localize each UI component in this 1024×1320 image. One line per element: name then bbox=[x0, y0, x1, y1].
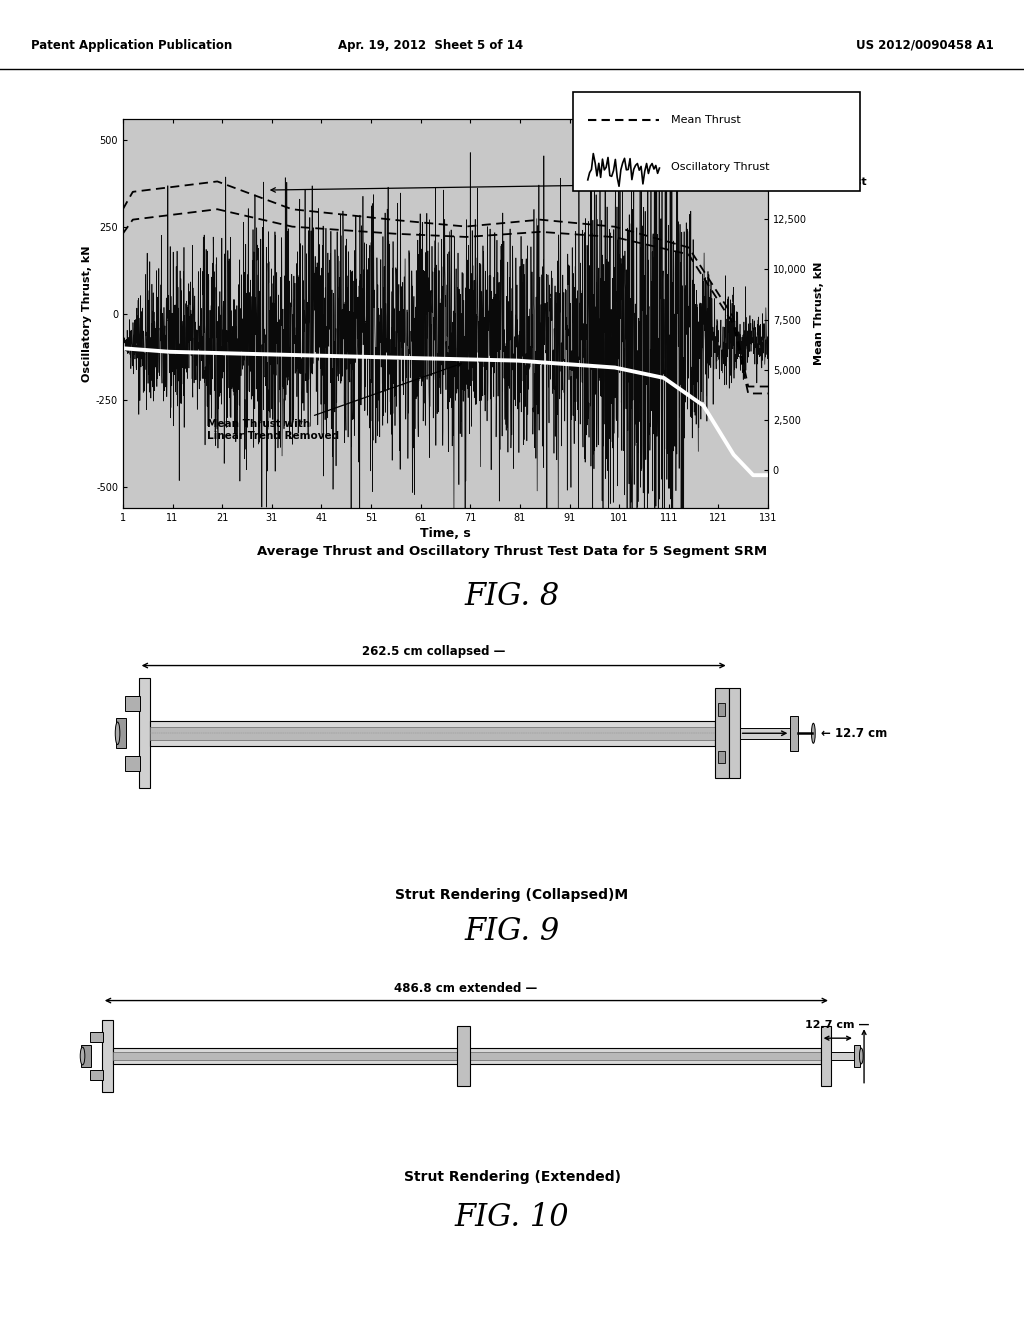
Text: Mean Thrust: Mean Thrust bbox=[271, 177, 866, 193]
Bar bbox=[719, 751, 725, 763]
Text: Mean Thrust: Mean Thrust bbox=[671, 115, 740, 125]
Y-axis label: Mean Thrust, kN: Mean Thrust, kN bbox=[814, 261, 823, 366]
Text: Average Thrust and Oscillatory Thrust Test Data for 5 Segment SRM: Average Thrust and Oscillatory Thrust Te… bbox=[257, 545, 767, 558]
Text: ← 12.7 cm: ← 12.7 cm bbox=[821, 727, 887, 739]
Text: FIG. 9: FIG. 9 bbox=[464, 916, 560, 948]
Bar bbox=[821, 1027, 830, 1085]
Text: Apr. 19, 2012  Sheet 5 of 14: Apr. 19, 2012 Sheet 5 of 14 bbox=[338, 38, 522, 51]
Ellipse shape bbox=[859, 1048, 863, 1064]
Bar bbox=[81, 1045, 91, 1067]
Bar bbox=[125, 756, 139, 771]
Bar bbox=[715, 688, 729, 779]
Bar bbox=[739, 727, 791, 739]
Text: 262.5 cm collapsed —: 262.5 cm collapsed — bbox=[361, 645, 506, 657]
Bar bbox=[830, 1052, 854, 1060]
Bar bbox=[719, 704, 725, 715]
Text: US 2012/0090458 A1: US 2012/0090458 A1 bbox=[855, 38, 993, 51]
Bar bbox=[457, 1027, 470, 1085]
Bar bbox=[116, 718, 126, 748]
Bar bbox=[854, 1045, 860, 1067]
Text: FIG. 10: FIG. 10 bbox=[455, 1201, 569, 1233]
Y-axis label: Oscillatory Thrust, kN: Oscillatory Thrust, kN bbox=[82, 246, 92, 381]
X-axis label: Time, s: Time, s bbox=[420, 527, 471, 540]
Text: Strut Rendering (Collapsed)M: Strut Rendering (Collapsed)M bbox=[395, 888, 629, 902]
Text: FIG. 8: FIG. 8 bbox=[464, 581, 560, 612]
Bar bbox=[90, 1032, 102, 1043]
Text: Patent Application Publication: Patent Application Publication bbox=[31, 38, 232, 51]
Bar bbox=[113, 1048, 821, 1064]
Bar bbox=[791, 715, 798, 751]
Text: 486.8 cm extended —: 486.8 cm extended — bbox=[394, 982, 538, 995]
Bar bbox=[90, 1069, 102, 1080]
Text: Oscillatory Thrust: Oscillatory Thrust bbox=[671, 161, 769, 172]
Text: Strut Rendering (Extended): Strut Rendering (Extended) bbox=[403, 1171, 621, 1184]
Ellipse shape bbox=[811, 723, 815, 743]
Ellipse shape bbox=[80, 1047, 85, 1065]
Text: 12.7 cm —: 12.7 cm — bbox=[805, 1020, 869, 1030]
Bar bbox=[729, 688, 739, 779]
Bar bbox=[113, 1052, 821, 1060]
Bar bbox=[150, 727, 715, 739]
Ellipse shape bbox=[116, 722, 120, 744]
Bar bbox=[102, 1020, 113, 1092]
Bar bbox=[139, 678, 150, 788]
Bar bbox=[125, 696, 139, 710]
Bar bbox=[150, 721, 715, 746]
Text: Mean Thrust with
Linear Trend Removed: Mean Thrust with Linear Trend Removed bbox=[207, 363, 462, 441]
